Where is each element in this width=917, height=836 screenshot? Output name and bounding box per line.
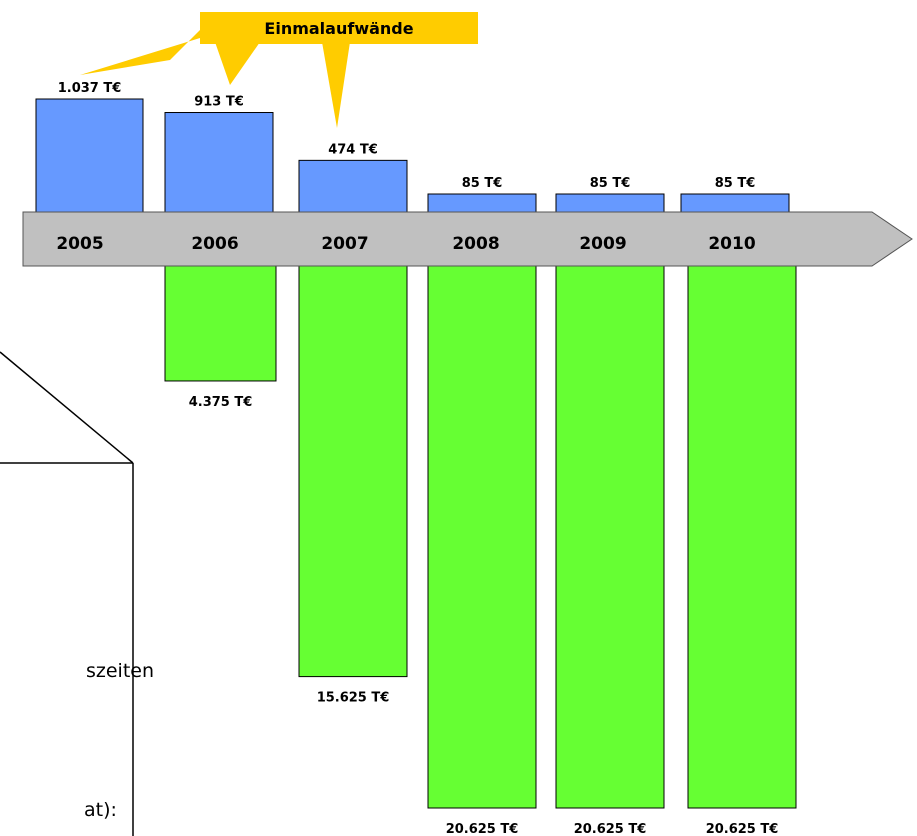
recurring-value-label-2006: 4.375 T€ xyxy=(189,395,253,410)
one-time-cost-bar-2010 xyxy=(680,193,790,213)
recurring-value-bar-2007 xyxy=(298,265,408,678)
one-time-cost-label-2007: 474 T€ xyxy=(328,142,378,157)
callout-pointer-2007 xyxy=(322,42,350,128)
one-time-cost-label-2006: 913 T€ xyxy=(194,95,244,110)
one-time-cost-label-2009: 85 T€ xyxy=(590,176,631,191)
recurring-value-label-2008: 20.625 T€ xyxy=(446,822,519,836)
year-label-2006: 2006 xyxy=(191,234,238,254)
one-time-cost-bar-2006 xyxy=(164,112,274,213)
one-time-cost-label-2008: 85 T€ xyxy=(462,176,503,191)
one-time-cost-bar-2007 xyxy=(298,159,408,213)
year-label-2007: 2007 xyxy=(321,234,368,254)
one-time-cost-bar-2009 xyxy=(555,193,665,213)
callout-text: Einmalaufwände xyxy=(264,19,413,38)
year-label-2009: 2009 xyxy=(579,234,626,254)
recurring-value-label-2007: 15.625 T€ xyxy=(317,691,390,706)
callout-pointer-2005 xyxy=(80,30,200,75)
one-time-cost-label-2010: 85 T€ xyxy=(715,176,756,191)
one-time-cost-label-2005: 1.037 T€ xyxy=(58,81,122,96)
overlay-text-fragment-1: szeiten xyxy=(86,660,155,682)
recurring-value-bar-2010 xyxy=(687,265,797,809)
recurring-value-bar-2008 xyxy=(427,265,537,809)
timeline-arrow xyxy=(22,211,913,267)
overlay-panel-fill xyxy=(0,352,133,836)
recurring-value-label-2010: 20.625 T€ xyxy=(706,822,779,836)
overlay-text-fragment-2: at): xyxy=(84,799,117,821)
year-label-2010: 2010 xyxy=(708,234,755,254)
one-time-cost-bar-2005 xyxy=(35,98,144,213)
recurring-value-bar-2006 xyxy=(164,265,277,382)
year-label-2008: 2008 xyxy=(452,234,499,254)
callout-box xyxy=(200,12,478,44)
recurring-value-bar-2009 xyxy=(555,265,665,809)
callout-pointer-2006 xyxy=(215,42,260,85)
year-label-2005: 2005 xyxy=(56,234,103,254)
recurring-value-label-2009: 20.625 T€ xyxy=(574,822,647,836)
overlay-panel-slant-edge xyxy=(0,351,134,464)
one-time-cost-bar-2008 xyxy=(427,193,537,213)
